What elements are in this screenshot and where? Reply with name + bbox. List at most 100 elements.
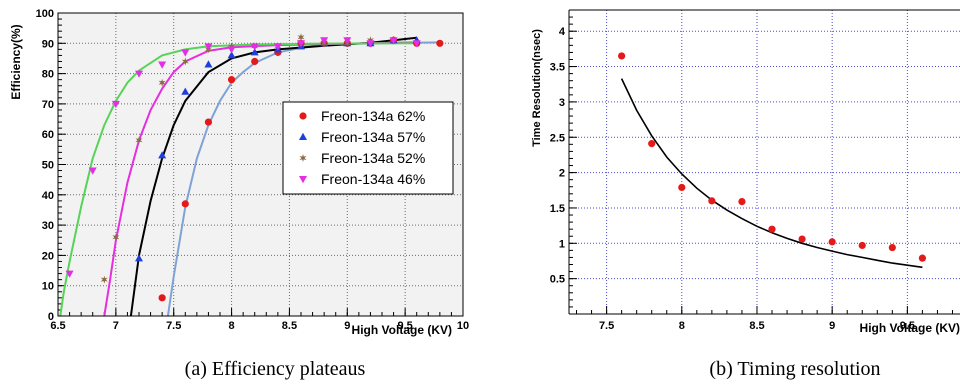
x-tick-label: 7.5	[599, 320, 614, 332]
y-tick-label: 30	[42, 220, 54, 232]
plot-frame	[57, 12, 464, 317]
x-tick-label: 8	[679, 320, 685, 332]
x-tick-label: 9.5	[900, 320, 915, 332]
legend-label: Freon-134a 46%	[321, 171, 425, 187]
data-point	[181, 49, 190, 57]
x-tick-label: 7.5	[166, 320, 181, 332]
plot-area	[569, 10, 960, 314]
data-point	[65, 270, 74, 278]
legend-marker	[299, 132, 307, 140]
data-point	[181, 57, 189, 66]
data-point	[389, 37, 398, 45]
y-tick-label: 20	[42, 250, 54, 262]
data-point	[738, 197, 746, 206]
fit-curve	[59, 42, 417, 316]
y-tick-label: 0	[48, 311, 54, 323]
data-point	[648, 140, 656, 148]
data-point	[798, 235, 806, 243]
x-tick-label: 6.5	[50, 320, 65, 332]
data-point	[918, 254, 927, 262]
data-point	[227, 51, 236, 59]
data-point	[158, 61, 167, 69]
data-point	[204, 60, 213, 68]
y-tick-label: 0.5	[550, 274, 565, 286]
data-point	[251, 57, 259, 66]
data-point	[181, 200, 189, 208]
x-tick-label: 9.5	[397, 320, 412, 332]
data-point	[618, 52, 626, 60]
y-tick-label: 100	[36, 8, 54, 20]
caption-efficiency: (a) Efficiency plateaus	[185, 358, 366, 380]
legend-marker	[299, 176, 307, 184]
data-point	[297, 33, 305, 42]
timing-chart: 7.5 8 8.5 9 9.5 0.5 1 1.5 2 2.5 3 3.5 4 High Voltage …	[531, 9, 960, 335]
data-point	[828, 238, 836, 246]
data-point	[768, 225, 776, 233]
legend-marker	[299, 112, 307, 120]
data-point	[888, 243, 896, 252]
legend-label: Freon-134a 57%	[321, 129, 425, 145]
y-tick-label: 90	[42, 38, 54, 50]
data-point	[273, 43, 282, 51]
data-point	[227, 46, 236, 54]
x-tick-label: 8.5	[282, 320, 297, 332]
data-point	[158, 151, 167, 159]
x-tick-label: 7	[113, 320, 119, 332]
x-tick-label: 9	[344, 320, 350, 332]
data-point	[88, 167, 97, 175]
data-point	[227, 76, 236, 84]
y-tick-label: 2	[559, 168, 565, 180]
data-point	[343, 37, 352, 45]
data-point	[436, 39, 444, 47]
data-point	[100, 275, 108, 284]
y-tick-label: 2.5	[550, 132, 565, 144]
data-point	[320, 37, 329, 45]
data-point	[181, 87, 190, 95]
y-tick-label: 1.5	[550, 203, 565, 215]
efficiency-chart: 6.5 7 7.5 8 8.5 9 9.5 100102030405060708090100F…	[9, 8, 469, 337]
legend-box	[282, 101, 454, 195]
legend-marker	[299, 154, 307, 162]
x-axis-title: High Voltage (KV)	[860, 321, 960, 335]
x-axis-title: High Voltage (KV)	[352, 323, 452, 337]
y-tick-label: 1	[559, 238, 565, 250]
y-tick-label: 50	[42, 160, 54, 172]
y-tick-label: 3.5	[550, 62, 565, 74]
x-tick-label: 8	[229, 320, 235, 332]
x-tick-label: 10	[457, 320, 469, 332]
y-tick-label: 4	[559, 26, 566, 38]
caption-timing: (b) Timing resolution	[709, 358, 880, 380]
y-tick-label: 10	[42, 281, 54, 293]
data-point	[111, 100, 120, 109]
y-tick-label: 70	[42, 99, 54, 111]
legend-label: Freon-134a 52%	[321, 150, 425, 166]
y-axis-title: Time Resolution(nsec)	[531, 29, 543, 147]
data-point	[228, 42, 235, 51]
legend: Freon-134a 62% Freon-134a 57% Freon-134a 5…	[282, 101, 454, 195]
y-tick-label: 3	[559, 97, 565, 109]
data-point	[158, 78, 166, 87]
x-tick-label: 8.5	[749, 320, 764, 332]
data-point	[112, 233, 120, 242]
legend-label: Freon-134a 62%	[321, 108, 425, 124]
data-point	[708, 197, 716, 205]
data-point	[678, 183, 686, 192]
data-point	[135, 136, 143, 145]
data-point	[297, 40, 305, 48]
y-tick-label: 60	[42, 129, 54, 141]
data-point	[858, 241, 866, 250]
x-tick-label: 9	[829, 320, 835, 332]
data-point	[204, 118, 213, 126]
fit-curve	[103, 41, 417, 316]
data-point	[412, 40, 421, 48]
y-tick-label: 80	[42, 69, 54, 81]
data-point	[250, 48, 259, 56]
data-point	[135, 254, 143, 262]
data-point	[366, 40, 375, 48]
data-point	[204, 43, 213, 51]
data-point	[250, 43, 259, 51]
y-axis-title: Efficiency(%)	[9, 24, 23, 99]
data-point	[158, 294, 166, 302]
y-tick-label: 40	[42, 190, 54, 202]
